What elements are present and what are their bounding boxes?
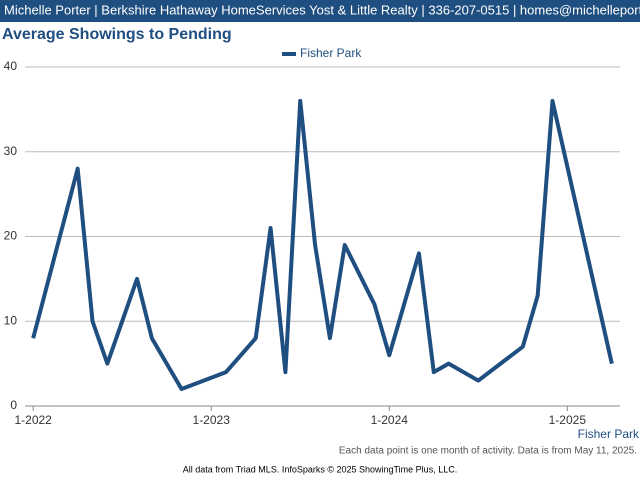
y-tick-label: 10	[4, 313, 18, 327]
y-tick-label: 20	[4, 229, 18, 243]
chart-title: Average Showings to Pending	[2, 26, 232, 43]
data-line	[31, 98, 614, 392]
x-tick-label: 1-2022	[14, 413, 52, 427]
x-tick-label: 1-2023	[193, 413, 231, 427]
footer: All data from Triad MLS. InfoSparks © 20…	[183, 464, 457, 474]
y-tick-label: 30	[4, 144, 18, 158]
note: Each data point is one month of activity…	[339, 446, 637, 457]
y-tick-label: 40	[4, 59, 18, 73]
legend-label: Fisher Park	[300, 46, 362, 60]
header-bar	[0, 0, 640, 22]
y-tick-label: 0	[10, 398, 17, 412]
x-axis-label: Fisher Park	[578, 427, 640, 441]
header-text: Michelle Porter | Berkshire Hathaway Hom…	[4, 2, 640, 17]
x-tick-label: 1-2024	[371, 413, 409, 427]
x-tick-label: 1-2025	[549, 413, 587, 427]
